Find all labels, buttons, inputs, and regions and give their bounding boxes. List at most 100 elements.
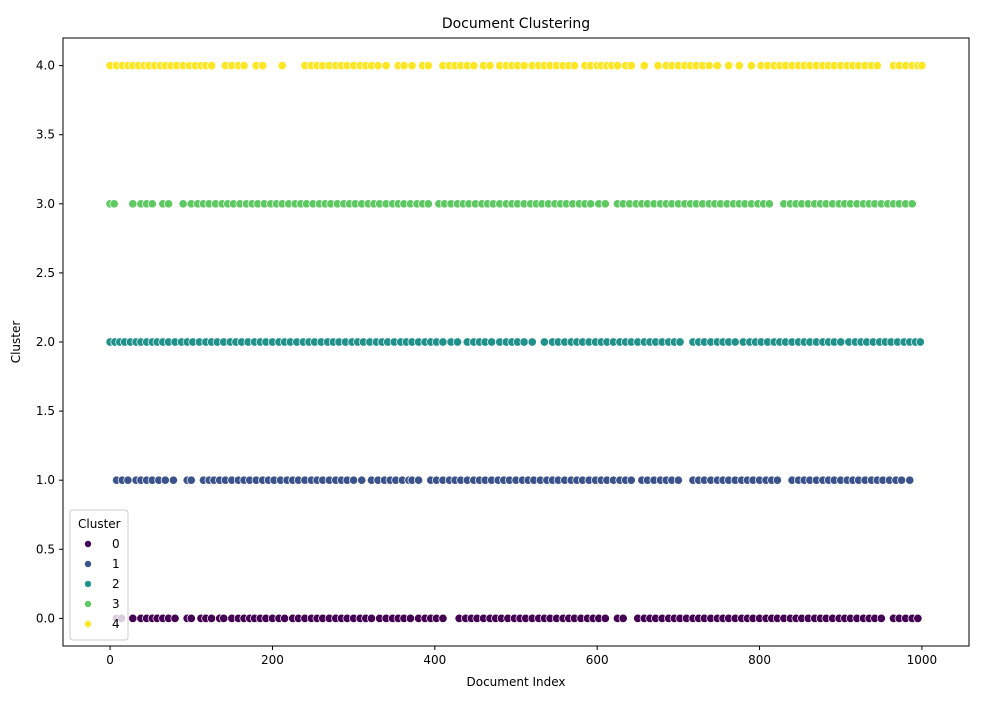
data-point — [163, 199, 174, 209]
y-tick-label: 4.0 — [36, 59, 55, 73]
y-tick-label: 0.5 — [36, 542, 55, 556]
data-point — [438, 613, 448, 623]
data-point — [186, 475, 196, 485]
legend-entry-label: 1 — [112, 557, 120, 571]
legend-entry-label: 4 — [112, 617, 120, 631]
data-point — [487, 337, 497, 347]
data-point — [485, 61, 495, 71]
data-point — [612, 61, 623, 71]
data-point — [746, 61, 756, 71]
data-point — [905, 475, 915, 485]
y-tick-label: 2.0 — [36, 335, 55, 349]
data-point — [519, 337, 529, 347]
y-tick-label: 3.5 — [36, 128, 55, 142]
data-point — [734, 61, 744, 71]
data-point — [423, 199, 433, 209]
data-point — [872, 61, 882, 71]
data-point — [178, 199, 188, 209]
x-tick-label: 600 — [586, 653, 609, 667]
x-axis-label: Document Index — [466, 675, 565, 689]
legend-entry-label: 0 — [112, 537, 120, 551]
data-point — [109, 199, 119, 209]
data-point — [414, 475, 424, 485]
data-point — [913, 613, 923, 623]
data-point — [730, 337, 740, 347]
data-point — [469, 61, 479, 71]
points-layer — [105, 61, 927, 623]
data-point — [170, 613, 180, 623]
data-point — [438, 337, 448, 347]
y-tick-label: 1.5 — [36, 404, 55, 418]
y-axis-label: Cluster — [9, 321, 23, 364]
y-tick-label: 0.0 — [36, 611, 55, 625]
data-point — [772, 475, 782, 485]
data-point — [407, 61, 417, 71]
data-point — [399, 61, 409, 71]
x-tick-label: 1000 — [907, 653, 938, 667]
x-axis-ticks: 0 200 400 600 800 1000 — [106, 646, 937, 667]
data-point — [673, 475, 683, 485]
data-point — [539, 337, 549, 347]
legend: Cluster 0 1 2 3 4 — [69, 509, 129, 641]
data-point — [569, 61, 579, 71]
data-point — [639, 61, 649, 71]
data-point — [186, 613, 196, 623]
data-point — [897, 475, 907, 485]
data-point — [147, 199, 157, 209]
legend-entry-label: 3 — [112, 597, 120, 611]
data-point — [280, 613, 290, 623]
data-point — [876, 613, 886, 623]
data-point — [519, 61, 529, 71]
x-tick-label: 0 — [106, 653, 114, 667]
data-point — [128, 613, 138, 623]
legend-box — [69, 509, 129, 641]
data-point — [207, 613, 217, 623]
data-point — [626, 61, 636, 71]
x-tick-label: 200 — [261, 653, 284, 667]
data-point — [258, 61, 268, 71]
data-point — [373, 61, 383, 71]
x-tick-label: 400 — [423, 653, 446, 667]
data-point — [600, 199, 610, 209]
data-point — [168, 475, 178, 485]
data-point — [724, 61, 734, 71]
data-point — [207, 61, 217, 71]
y-tick-label: 1.0 — [36, 473, 55, 487]
chart-title: Document Clustering — [442, 16, 590, 32]
data-point — [917, 61, 927, 71]
data-point — [123, 475, 133, 485]
data-point — [653, 61, 663, 71]
data-point — [712, 61, 722, 71]
data-point — [349, 475, 359, 485]
legend-marker — [84, 560, 92, 568]
data-point — [277, 61, 287, 71]
data-point — [586, 199, 596, 209]
data-point — [836, 337, 846, 347]
y-tick-label: 3.0 — [36, 197, 55, 211]
data-point — [381, 61, 391, 71]
data-point — [764, 199, 774, 209]
data-point — [357, 475, 367, 485]
data-point — [626, 475, 636, 485]
legend-entry-label: 2 — [112, 577, 120, 591]
legend-marker — [84, 620, 92, 628]
data-point — [618, 613, 628, 623]
data-point — [675, 337, 685, 347]
data-point — [704, 61, 714, 71]
data-point — [423, 61, 433, 71]
y-tick-label: 2.5 — [36, 266, 55, 280]
data-point — [915, 337, 925, 347]
legend-title: Cluster — [78, 517, 121, 531]
data-point — [219, 613, 229, 623]
data-point — [366, 613, 377, 623]
data-point — [527, 337, 537, 347]
x-tick-label: 800 — [748, 653, 771, 667]
legend-marker — [84, 580, 92, 588]
data-point — [600, 613, 610, 623]
legend-marker — [84, 540, 92, 548]
data-point — [405, 613, 416, 623]
legend-marker — [84, 600, 92, 608]
